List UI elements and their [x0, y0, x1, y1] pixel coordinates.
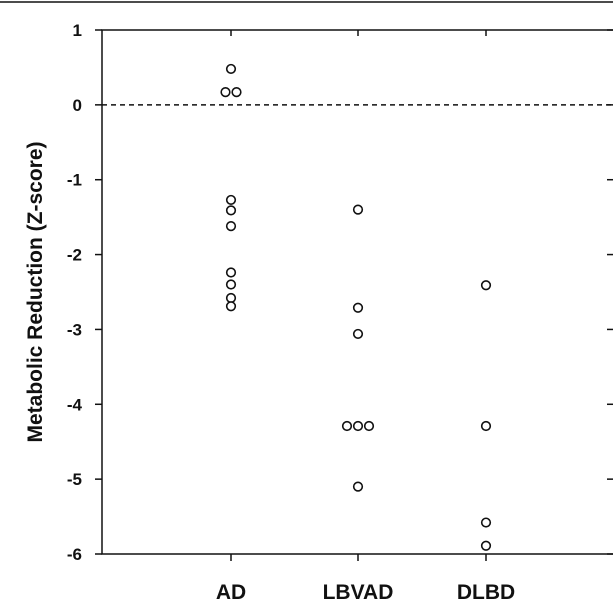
- data-point-ad: [231, 87, 242, 98]
- y-tick-label: -5: [67, 470, 82, 489]
- y-tick-label: -3: [67, 320, 82, 339]
- plot-frame: [101, 29, 613, 555]
- data-point-ad: [225, 301, 237, 312]
- data-point-ad: [225, 292, 237, 304]
- data-point-ad: [225, 221, 237, 232]
- category-labels: AD LBVAD DLBD: [216, 581, 515, 604]
- data-point-ad: [225, 194, 237, 206]
- data-point-lbvad: [352, 420, 364, 432]
- y-tick-labels: 1 0 -1 -2 -3 -4 -5 -6: [67, 21, 83, 564]
- data-point-lbvad: [352, 204, 364, 215]
- y-tick-label: 1: [73, 21, 82, 40]
- x-ticks: [230, 30, 487, 561]
- data-point-dlbd: [480, 540, 492, 551]
- data-point-ad: [225, 63, 237, 75]
- y-tick-label: -6: [67, 545, 82, 564]
- data-point-lbvad: [352, 302, 364, 313]
- data-point-ad: [225, 267, 237, 278]
- data-points: [220, 63, 492, 551]
- data-point-ad: [220, 87, 231, 98]
- category-label-ad: AD: [216, 581, 246, 604]
- data-point-dlbd: [480, 280, 492, 291]
- data-point-dlbd: [480, 420, 492, 432]
- y-tick-label: -1: [67, 171, 82, 190]
- y-tick-label: -2: [67, 246, 82, 265]
- y-ticks: [95, 29, 613, 555]
- data-point-dlbd: [480, 517, 492, 528]
- category-label-lbvad: LBVAD: [323, 581, 394, 604]
- y-tick-label: 0: [73, 96, 82, 115]
- category-label-dlbd: DLBD: [457, 581, 515, 604]
- data-point-lbvad: [363, 420, 375, 432]
- data-point-lbvad: [352, 328, 364, 340]
- data-point-ad: [225, 279, 237, 290]
- data-point-lbvad: [352, 481, 364, 492]
- data-point-lbvad: [341, 420, 353, 432]
- y-tick-label: -4: [67, 395, 83, 414]
- y-axis-title: Metabolic Reduction (Z-score): [24, 141, 47, 442]
- data-point-ad: [225, 205, 237, 216]
